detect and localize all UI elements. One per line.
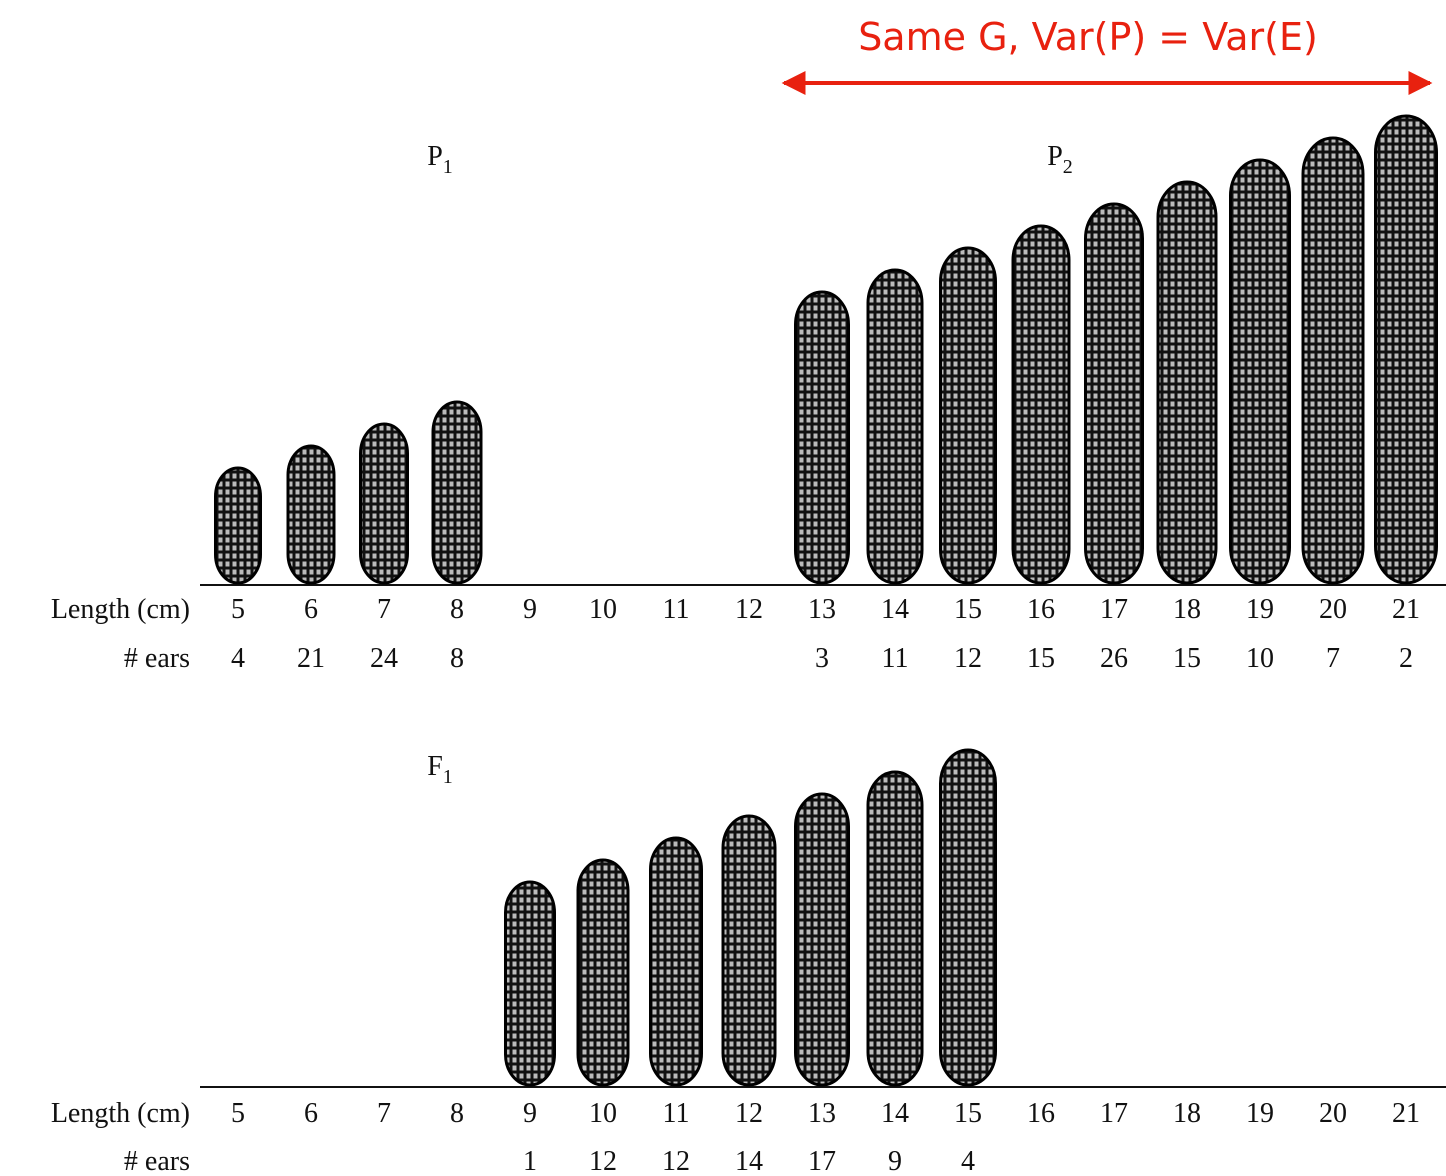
length-label: 16 (1027, 1098, 1055, 1129)
corn-ear (286, 444, 336, 585)
label-subscript: 1 (443, 766, 453, 788)
corn-ear (1084, 202, 1144, 585)
length-label: 18 (1173, 594, 1201, 625)
corn-ear (866, 268, 924, 585)
corn-ear (576, 858, 630, 1087)
panel-label: P2 (1047, 141, 1073, 178)
ear-count: 8 (450, 643, 464, 674)
length-label: 17 (1100, 1098, 1128, 1129)
ear-count: 12 (954, 643, 982, 674)
length-label: 14 (881, 1098, 909, 1129)
length-label: 12 (735, 1098, 763, 1129)
label-subscript: 2 (1063, 156, 1073, 178)
corn-ear (794, 792, 850, 1087)
ear-count: 26 (1100, 643, 1128, 674)
ear-count: 15 (1027, 643, 1055, 674)
length-label: 7 (377, 1098, 391, 1129)
corn-ear (1229, 158, 1291, 585)
ear-count: 12 (662, 1146, 690, 1176)
label-letter: P (427, 141, 443, 172)
ear-count: 9 (888, 1146, 902, 1176)
length-label: 9 (523, 1098, 537, 1129)
corn-ear (1156, 180, 1218, 585)
row-label: # ears (124, 643, 190, 674)
length-label: 19 (1246, 594, 1274, 625)
length-label: 10 (589, 1098, 617, 1129)
length-label: 8 (450, 1098, 464, 1129)
label-letter: F (427, 751, 443, 782)
corn-ear (794, 290, 850, 585)
ear-count: 3 (815, 643, 829, 674)
ear-count: 14 (735, 1146, 763, 1176)
length-label: 10 (589, 594, 617, 625)
length-label: 20 (1319, 594, 1347, 625)
ear-count: 4 (231, 643, 245, 674)
ear-count: 17 (808, 1146, 836, 1176)
ear-count: 4 (961, 1146, 975, 1176)
length-label: 9 (523, 594, 537, 625)
corn-ear (866, 770, 924, 1087)
length-label: 13 (808, 594, 836, 625)
label-subscript: 1 (443, 156, 453, 178)
corn-ear (214, 466, 262, 585)
corn-ear (939, 748, 997, 1087)
ear-count: 24 (370, 643, 398, 674)
length-label: 20 (1319, 1098, 1347, 1129)
corn-ear (721, 814, 777, 1087)
ear-count: 7 (1326, 643, 1340, 674)
panel-label: F1 (427, 751, 453, 788)
row-label: Length (cm) (51, 594, 190, 625)
length-label: 5 (231, 594, 245, 625)
corn-ear (431, 400, 483, 585)
row-label: # ears (124, 1146, 190, 1176)
corn-ear (939, 246, 997, 585)
ear-count: 15 (1173, 643, 1201, 674)
length-label: 21 (1392, 1098, 1420, 1129)
length-label: 16 (1027, 594, 1055, 625)
length-label: 19 (1246, 1098, 1274, 1129)
corn-ear (1301, 136, 1365, 585)
ear-count: 1 (523, 1146, 537, 1176)
length-label: 11 (663, 1098, 690, 1129)
corn-ear (1374, 114, 1438, 585)
label-letter: P (1047, 141, 1063, 172)
length-label: 21 (1392, 594, 1420, 625)
length-label: 15 (954, 1098, 982, 1129)
row-label: Length (cm) (51, 1098, 190, 1129)
corn-ear (649, 836, 703, 1087)
length-label: 12 (735, 594, 763, 625)
length-label: 17 (1100, 594, 1128, 625)
ear-count: 11 (882, 643, 909, 674)
corn-ear (1011, 224, 1071, 585)
corn-ear (359, 422, 409, 585)
length-label: 8 (450, 594, 464, 625)
length-label: 15 (954, 594, 982, 625)
length-label: 18 (1173, 1098, 1201, 1129)
length-label: 6 (304, 594, 318, 625)
ear-count: 10 (1246, 643, 1274, 674)
corn-ear (504, 880, 556, 1087)
length-label: 6 (304, 1098, 318, 1129)
ear-count: 21 (297, 643, 325, 674)
length-label: 14 (881, 594, 909, 625)
length-label: 7 (377, 594, 391, 625)
ear-count: 12 (589, 1146, 617, 1176)
panel-label: P1 (427, 141, 453, 178)
length-label: 11 (663, 594, 690, 625)
length-label: 5 (231, 1098, 245, 1129)
length-label: 13 (808, 1098, 836, 1129)
annotation: Same G, Var(P) = Var(E) (858, 15, 1318, 59)
ear-count: 2 (1399, 643, 1413, 674)
